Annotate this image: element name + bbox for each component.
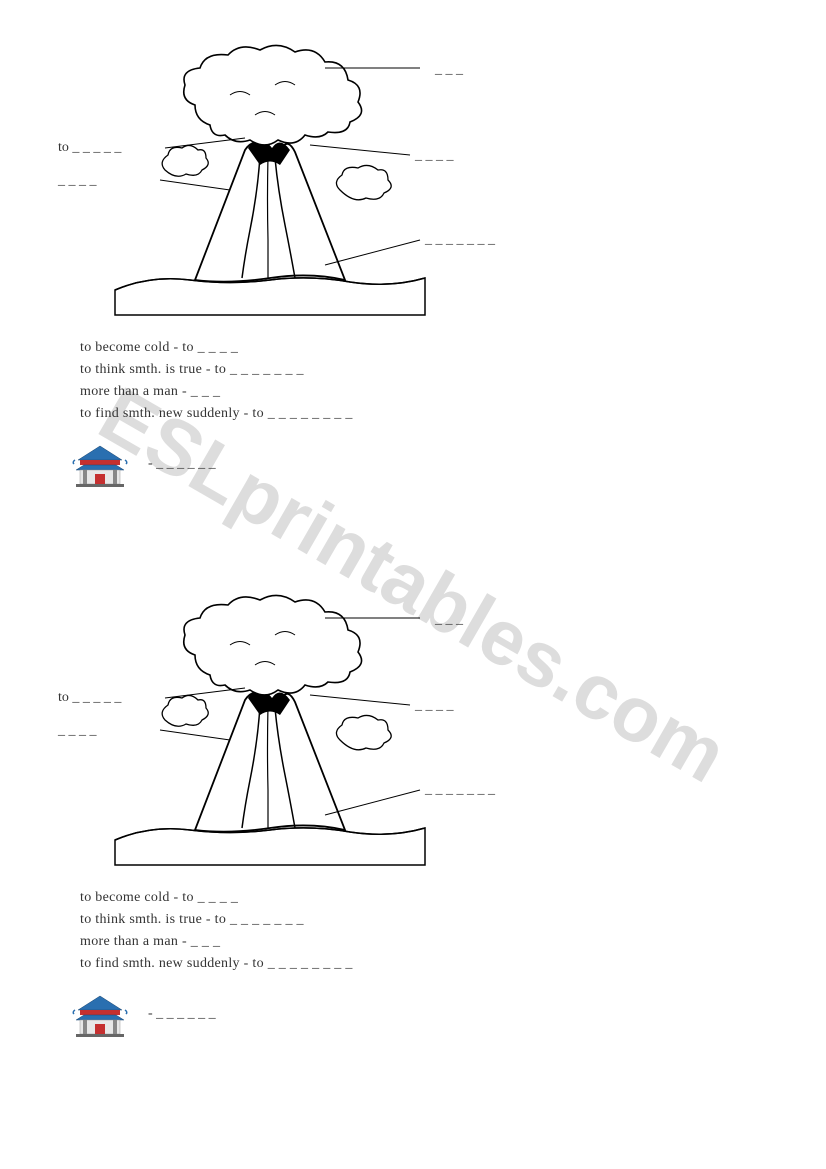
temple-blank: - _ _ _ _ _ _	[148, 456, 216, 472]
def-line: to think smth. is true - to _ _ _ _ _ _ …	[80, 362, 490, 378]
label-top-right: _ _ _	[435, 62, 463, 78]
label-left-to: to _ _ _ _ _	[58, 140, 121, 156]
def-line: to become cold - to _ _ _ _	[80, 340, 490, 356]
label-left-to: to _ _ _ _ _	[58, 690, 121, 706]
label-bottom-right: _ _ _ _ _ _ _	[425, 782, 495, 798]
volcano-svg	[110, 590, 430, 870]
temple-blank: - _ _ _ _ _ _	[148, 1006, 216, 1022]
label-mid-right: _ _ _ _	[415, 698, 454, 714]
label-bottom-right: _ _ _ _ _ _ _	[425, 232, 495, 248]
def-line: more than a man - _ _ _	[80, 934, 490, 950]
def-line: to think smth. is true - to _ _ _ _ _ _ …	[80, 912, 490, 928]
volcano-diagram-1: _ _ _ to _ _ _ _ _ _ _ _ _ _ _ _ _ _ _ _…	[70, 40, 490, 320]
volcano-svg	[110, 40, 430, 320]
temple-icon	[70, 440, 130, 488]
def-line: more than a man - _ _ _	[80, 384, 490, 400]
label-mid-right: _ _ _ _	[415, 148, 454, 164]
temple-icon	[70, 990, 130, 1038]
label-left-blank: _ _ _ _	[58, 173, 97, 189]
temple-row-1: - _ _ _ _ _ _	[70, 440, 490, 488]
label-top-right: _ _ _	[435, 612, 463, 628]
definitions-2: to become cold - to _ _ _ _ to think smt…	[70, 890, 490, 972]
def-line: to find smth. new suddenly - to _ _ _ _ …	[80, 406, 490, 422]
label-left-blank: _ _ _ _	[58, 723, 97, 739]
worksheet-panel-2: _ _ _ to _ _ _ _ _ _ _ _ _ _ _ _ _ _ _ _…	[70, 590, 490, 1038]
def-line: to find smth. new suddenly - to _ _ _ _ …	[80, 956, 490, 972]
worksheet-panel-1: _ _ _ to _ _ _ _ _ _ _ _ _ _ _ _ _ _ _ _…	[70, 40, 490, 488]
definitions-1: to become cold - to _ _ _ _ to think smt…	[70, 340, 490, 422]
def-line: to become cold - to _ _ _ _	[80, 890, 490, 906]
volcano-diagram-2: _ _ _ to _ _ _ _ _ _ _ _ _ _ _ _ _ _ _ _…	[70, 590, 490, 870]
temple-row-2: - _ _ _ _ _ _	[70, 990, 490, 1038]
